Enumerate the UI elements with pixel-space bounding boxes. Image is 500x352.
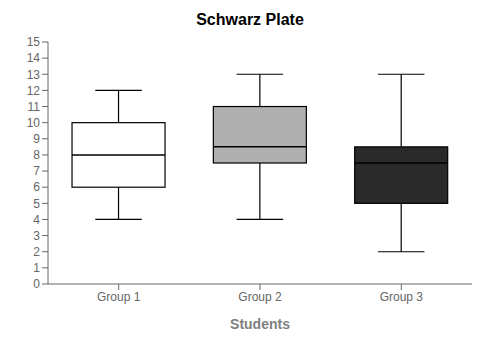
svg-text:Group 3: Group 3 bbox=[380, 290, 424, 304]
svg-text:4: 4 bbox=[33, 213, 40, 227]
svg-text:7: 7 bbox=[33, 164, 40, 178]
svg-text:1: 1 bbox=[33, 261, 40, 275]
svg-text:5: 5 bbox=[33, 197, 40, 211]
svg-text:14: 14 bbox=[27, 51, 41, 65]
svg-text:0: 0 bbox=[33, 277, 40, 291]
svg-text:12: 12 bbox=[27, 84, 41, 98]
svg-text:6: 6 bbox=[33, 180, 40, 194]
svg-text:11: 11 bbox=[28, 100, 41, 114]
svg-text:Group 2: Group 2 bbox=[238, 290, 282, 304]
svg-text:8: 8 bbox=[33, 148, 40, 162]
svg-text:10: 10 bbox=[27, 116, 41, 130]
svg-text:Students: Students bbox=[230, 316, 290, 332]
svg-text:Group 1: Group 1 bbox=[97, 290, 141, 304]
html-text:Schwarz Plate: Schwarz Plate bbox=[196, 11, 304, 28]
svg-text:3: 3 bbox=[33, 229, 40, 243]
svg-text:2: 2 bbox=[33, 245, 40, 259]
svg-text:9: 9 bbox=[33, 132, 40, 146]
svg-text:15: 15 bbox=[27, 35, 41, 49]
svg-text:13: 13 bbox=[27, 68, 41, 82]
